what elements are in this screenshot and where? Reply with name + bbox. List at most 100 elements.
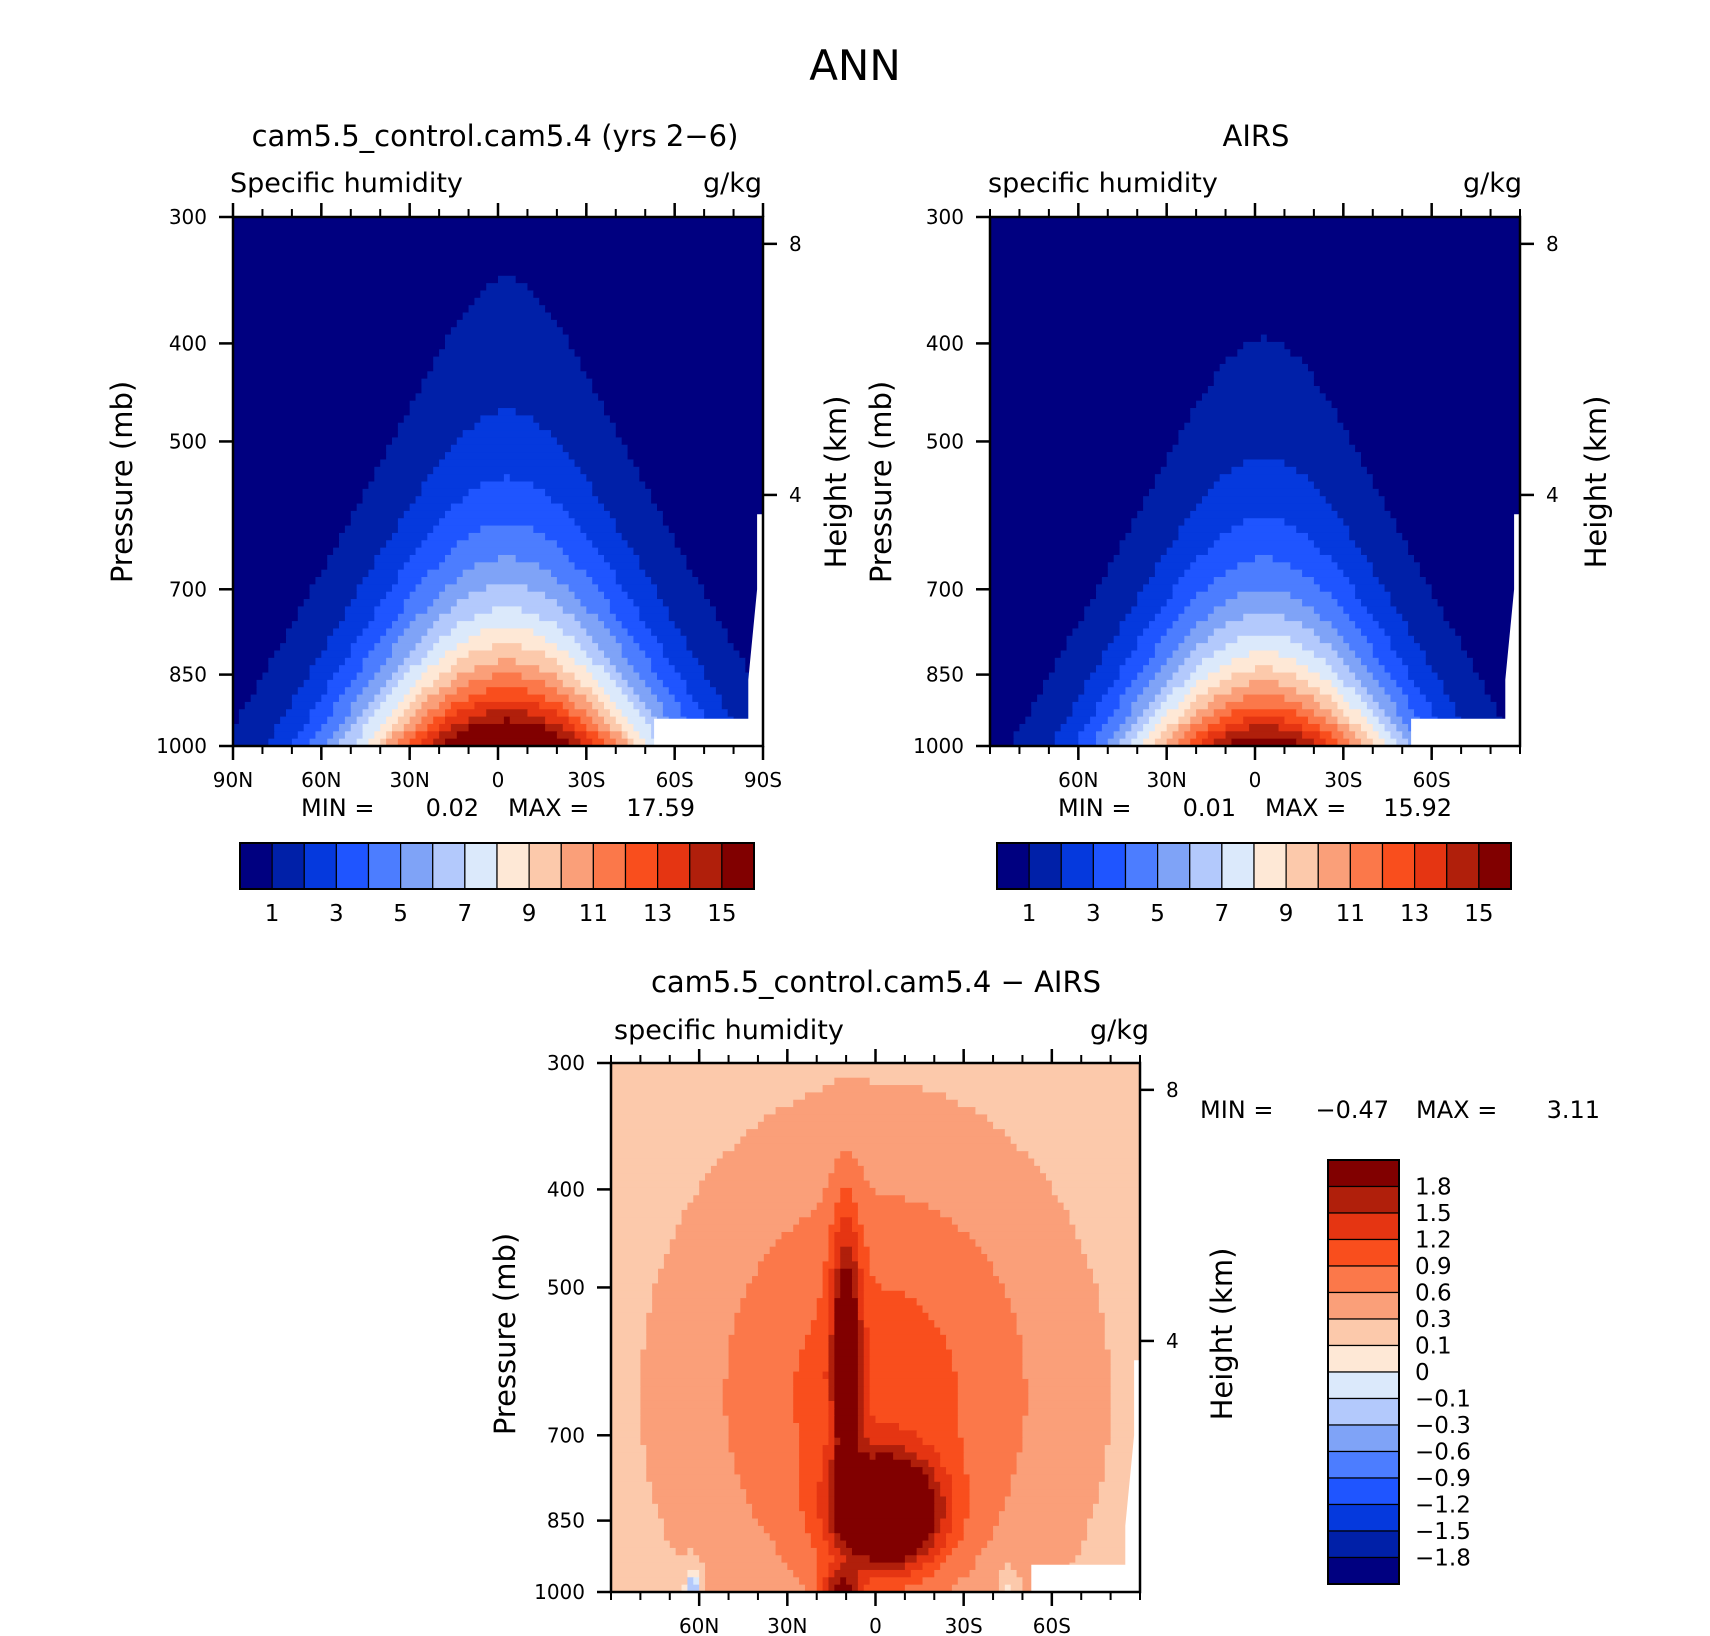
contour-cell [990,723,1021,732]
contour-cell [1016,1320,1106,1329]
contour-cell [698,577,764,585]
colorbar-box [560,842,594,890]
contour-cell [1104,1320,1141,1329]
contour-cell [598,731,611,740]
contour-cell [1075,1224,1141,1233]
contour-cell [1337,408,1521,416]
contour-cell [615,635,635,644]
contour-cell [1202,657,1233,666]
contour-cell [539,613,576,622]
contour-field [990,217,1521,747]
contour-cell [990,577,1103,585]
contour-cell [409,503,452,512]
contour-cell [881,1283,1006,1292]
contour-cell [380,635,399,644]
colorbar-label: −1.8 [1415,1546,1471,1572]
contour-cell [1010,1298,1100,1307]
y-tick-label: 700 [926,577,964,601]
contour-cell [604,591,629,600]
contour-cell [568,584,599,593]
contour-cell [1308,474,1374,483]
contour-cell [990,297,1521,306]
contour-cell [869,1577,924,1586]
contour-cell [840,1533,929,1542]
contour-cell [611,1577,689,1586]
contour-cell [1107,716,1127,725]
contour-cell [1022,1334,1106,1343]
contour-cell [1372,723,1386,732]
contour-cell [527,283,764,292]
contour-cell [851,1187,877,1196]
contour-cell [1355,650,1374,659]
contour-cell [445,341,570,350]
model-panel: cam5.5_control.cam5.4 (yrs 2−6) Specific… [105,119,853,927]
contour-cell [598,679,617,688]
contour-cell [1004,1496,1100,1505]
contour-cell [840,1187,853,1196]
contour-cell [1396,701,1409,710]
contour-cell [1178,437,1350,446]
contour-cell [1010,1305,1100,1314]
contour-cell [951,1503,971,1512]
x-tick-label: 90S [744,768,782,792]
contour-cell [1313,371,1521,380]
contour-cell [990,613,1085,622]
contour-cell [574,701,593,710]
contour-cell [834,1393,859,1402]
contour-cell [1431,665,1474,674]
contour-cell [574,723,587,732]
contour-cell [869,1261,994,1270]
contour-cell [857,1283,865,1292]
contour-cell [456,577,558,585]
colorbar-box [528,842,562,890]
contour-cell [586,474,640,483]
contour-cell [828,1364,835,1373]
contour-cell [990,584,1097,593]
contour-cell [662,599,711,608]
contour-cell [421,385,593,394]
contour-cell [1143,738,1156,747]
contour-cell [692,569,764,578]
y-tick-label: 1000 [913,734,964,758]
contour-cell [651,709,664,718]
contour-cell [834,1261,841,1270]
contour-cell [675,1224,794,1233]
contour-cell [233,312,464,321]
contour-cell [1101,723,1121,732]
contour-cell [928,1202,1065,1211]
contour-cell [934,1540,947,1549]
contour-cell [1190,723,1209,732]
contour-cell [990,327,1521,336]
contour-cell [1337,723,1350,732]
contour-cell [840,1268,853,1277]
contour-cell [611,1173,706,1182]
colorbar: 1.81.51.20.90.60.30.10−0.1−0.3−0.6−0.9−1… [1327,1159,1471,1585]
contour-cell [1343,569,1374,578]
contour-cell [233,341,446,350]
contour-cell [705,1577,800,1586]
contour-cell [1278,650,1315,659]
contour-cell [990,540,1121,549]
contour-cell [946,1540,959,1549]
contour-cell [652,1298,741,1307]
contour-cell [990,363,1221,372]
contour-cell [975,1107,1141,1116]
contour-cell [663,1525,765,1534]
contour-cell [990,738,1015,747]
contour-cell [291,738,311,747]
contour-cell [456,621,558,630]
contour-cell [834,1320,859,1329]
contour-cell [427,723,440,732]
contour-cell [857,1231,865,1240]
contour-cell [1131,738,1144,747]
contour-cell [1028,1386,1112,1395]
contour-cell [1443,679,1486,688]
contour-cell [946,1334,1024,1343]
y-axis-label: Pressure (mb) [488,1233,522,1435]
contour-cell [687,1547,694,1556]
contour-cell [592,481,646,490]
contour-cell [611,1099,794,1108]
contour-cell [775,1107,977,1116]
missing-data-region [1031,1360,1140,1592]
contour-cell [1225,569,1303,578]
